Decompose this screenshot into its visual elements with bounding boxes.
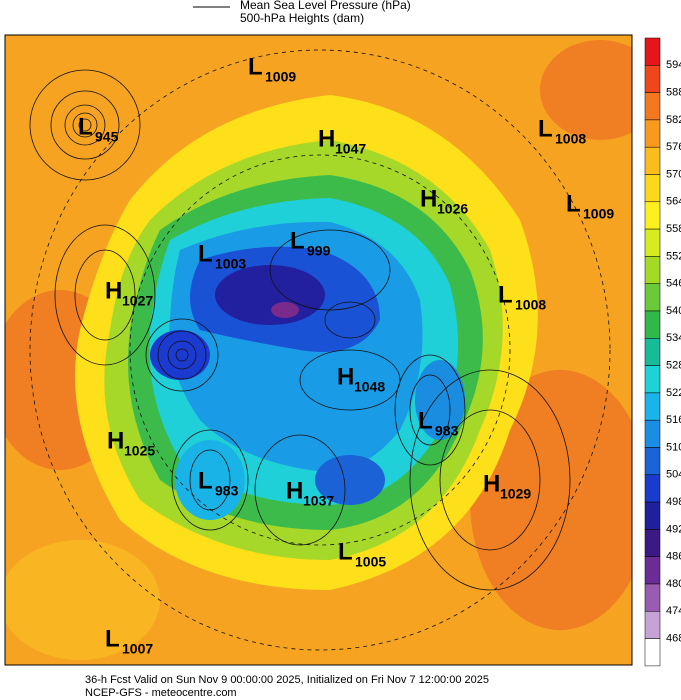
colorbar-swatch [644, 474, 661, 503]
colorbar-label: 492 [666, 523, 681, 535]
center-letter: H [318, 125, 335, 152]
shade [470, 370, 632, 630]
isobars [29, 49, 611, 651]
center-letter: L [290, 227, 305, 254]
colorbar-label: 516 [666, 414, 681, 426]
colorbar-label: 498 [666, 496, 681, 508]
colorbar-swatch [644, 365, 661, 394]
center-letter: L [78, 113, 93, 140]
footer-valid: 36-h Fcst Valid on Sun Nov 9 00:00:00 20… [85, 674, 489, 686]
center-pressure: 1003 [215, 256, 246, 272]
colorbar-label: 480 [666, 578, 681, 590]
colorbar-swatch [644, 611, 661, 639]
shade [540, 40, 632, 140]
colorbar-swatch [644, 419, 661, 448]
colorbar-swatch [644, 338, 661, 366]
colorbar-label: 552 [666, 250, 681, 262]
center-pressure: 983 [435, 423, 459, 439]
center-letter: L [198, 240, 213, 267]
center-pressure: 1008 [555, 131, 586, 147]
center-letter: L [538, 115, 553, 142]
height-zone [315, 455, 385, 505]
center-pressure: 1005 [355, 554, 386, 570]
colorbar-label: 594 [666, 59, 681, 71]
colorbar-label: 522 [666, 387, 681, 399]
center-pressure: 1026 [437, 201, 468, 217]
footer-source: NCEP-GFS - meteocentre.com [85, 687, 237, 699]
colorbar-swatch [644, 283, 661, 312]
colorbar: 594 588 582 576 570 564 558 552 546 540 534 528 522 5… [644, 37, 681, 667]
center-letter: L [418, 407, 433, 434]
height-zone [271, 302, 299, 318]
colorbar-swatch [644, 310, 661, 339]
center-letter: H [337, 363, 354, 390]
colorbar-swatch [644, 256, 661, 284]
colorbar-label: 534 [666, 332, 681, 344]
colorbar-label: 564 [666, 196, 681, 208]
height-zone [150, 330, 210, 380]
colorbar-swatch [644, 65, 661, 93]
center-pressure: 945 [95, 129, 119, 145]
center-letter: L [248, 53, 263, 80]
colorbar-label: 558 [666, 223, 681, 235]
center-pressure: 1009 [265, 69, 296, 85]
colorbar-swatch [644, 501, 661, 530]
colorbar-swatch [644, 201, 661, 230]
center-pressure: 999 [307, 243, 331, 259]
colorbar-swatch [644, 392, 661, 421]
center-letter: L [198, 467, 213, 494]
colorbar-label: 510 [666, 441, 681, 453]
legend-mslp: Mean Sea Level Pressure (hPa) [240, 0, 411, 12]
center-pressure: 1025 [124, 443, 155, 459]
colorbar-label: 486 [666, 551, 681, 563]
colorbar-label: 582 [666, 114, 681, 126]
colorbar-swatch [644, 92, 661, 121]
shade [5, 540, 160, 660]
center-pressure: 1048 [354, 379, 385, 395]
center-letter: L [498, 281, 513, 308]
center-pressure: 1008 [515, 297, 546, 313]
legend-heights: 500-hPa Heights (dam) [240, 11, 364, 25]
colorbar-swatch [644, 228, 661, 257]
center-pressure: 1007 [122, 641, 153, 657]
center-pressure: 1029 [500, 486, 531, 502]
colorbar-label: 546 [666, 278, 681, 290]
colorbar-label: 540 [666, 305, 681, 317]
map [5, 35, 632, 665]
colorbar-swatch [644, 556, 661, 585]
center-letter: L [338, 538, 353, 565]
center-letter: L [566, 190, 581, 217]
colorbar-swatch [644, 37, 661, 66]
height-zone [175, 440, 245, 520]
colorbar-swatch [644, 146, 661, 175]
center-letter: L [105, 625, 120, 652]
center-pressure: 1027 [122, 293, 153, 309]
colorbar-swatch [644, 174, 661, 203]
colorbar-label: 570 [666, 168, 681, 180]
colorbar-swatch [644, 529, 661, 557]
colorbar-swatch [644, 638, 661, 667]
center-pressure: 983 [215, 483, 239, 499]
height-zone [415, 360, 465, 440]
colorbar-swatch [644, 447, 661, 476]
colorbar-label: 468 [666, 633, 681, 645]
center-letter: H [105, 277, 122, 304]
center-pressure: 1037 [303, 493, 334, 509]
center-pressure: 1009 [583, 206, 614, 222]
center-letter: H [107, 427, 124, 454]
map-frame [4, 34, 633, 666]
colorbar-swatch [644, 583, 661, 612]
colorbar-label: 474 [666, 605, 681, 617]
colorbar-label: 576 [666, 141, 681, 153]
center-pressure: 1047 [335, 141, 366, 157]
colorbar-label: 528 [666, 360, 681, 372]
colorbar-label: 504 [666, 469, 681, 481]
colorbar-label: 588 [666, 87, 681, 99]
center-letter: H [483, 470, 500, 497]
center-letter: H [286, 477, 303, 504]
colorbar-swatch [644, 119, 661, 148]
center-letter: H [420, 185, 437, 212]
